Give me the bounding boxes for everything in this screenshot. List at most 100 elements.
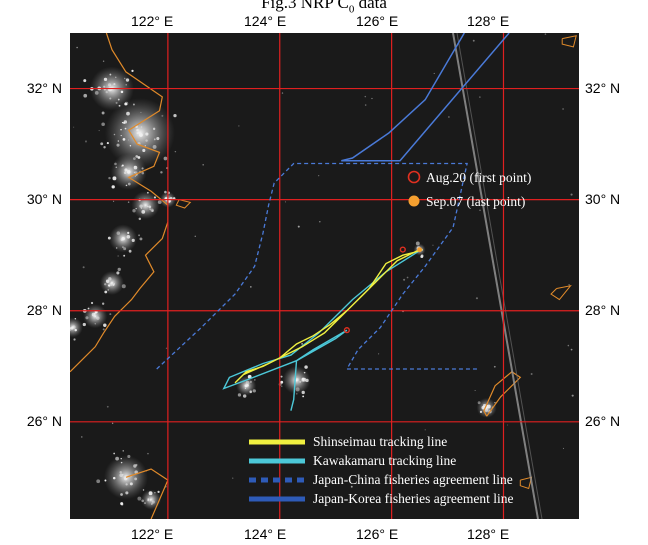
lon-label-bottom-122: 122° E xyxy=(131,526,174,542)
light-speck xyxy=(120,493,123,496)
light-speck xyxy=(127,201,130,203)
light-speck xyxy=(120,90,124,94)
light-speck xyxy=(486,404,491,409)
light-speck xyxy=(132,209,136,213)
light-speck xyxy=(301,390,305,395)
light-speck xyxy=(119,471,122,474)
light-speck xyxy=(147,499,150,502)
light-speck xyxy=(136,128,140,132)
sea-light-speck xyxy=(432,244,434,246)
japan-korea-agreement-line xyxy=(341,33,510,162)
light-speck xyxy=(142,148,146,153)
light-speck xyxy=(74,328,77,332)
light-speck xyxy=(252,389,256,393)
sea-light-speck xyxy=(479,96,481,98)
point-legend: Aug.20 (first point) Sep.07 (last point) xyxy=(407,170,531,209)
light-speck xyxy=(123,247,127,251)
sea-light-speck xyxy=(102,60,105,63)
light-speck xyxy=(295,387,300,392)
light-speck xyxy=(112,176,117,181)
light-speck xyxy=(94,90,99,95)
light-cluster-3 xyxy=(131,191,160,220)
light-speck xyxy=(112,476,116,480)
sea-light-speck xyxy=(202,164,204,166)
light-speck xyxy=(133,171,136,174)
sea-light-speck xyxy=(140,111,142,113)
sea-light-speck xyxy=(112,200,115,202)
light-speck xyxy=(126,170,131,174)
sea-light-speck xyxy=(364,95,367,98)
light-speck xyxy=(117,140,120,142)
island-outline-2 xyxy=(561,35,577,48)
sea-light-speck xyxy=(249,286,252,288)
light-speck xyxy=(164,190,167,194)
light-speck xyxy=(131,69,134,72)
first-point-marker-0 xyxy=(399,246,406,253)
light-speck xyxy=(103,146,106,149)
lon-label-top-124: 124° E xyxy=(244,13,287,29)
light-speck xyxy=(125,78,130,82)
light-speck xyxy=(129,145,132,147)
light-speck xyxy=(125,491,129,495)
light-speck xyxy=(140,126,143,128)
light-speck xyxy=(125,84,127,86)
sea-light-speck xyxy=(507,424,509,426)
light-speck xyxy=(105,279,110,283)
light-speck xyxy=(145,139,148,142)
light-speck xyxy=(125,184,128,187)
light-speck xyxy=(302,395,305,398)
lat-label-right-28: 28° N xyxy=(585,302,621,318)
lon-label-bottom-126: 126° E xyxy=(356,526,399,542)
sea-light-speck xyxy=(84,140,88,143)
light-speck xyxy=(124,168,128,172)
light-cluster-0 xyxy=(104,97,175,168)
light-speck xyxy=(117,267,121,272)
light-speck xyxy=(151,500,155,504)
lon-label-top-122: 122° E xyxy=(131,13,174,29)
night-light-map[interactable]: Aug.20 (first point) Sep.07 (last point)… xyxy=(70,33,579,519)
light-speck xyxy=(133,464,137,468)
light-speck xyxy=(116,271,120,275)
tracking-lines-layer xyxy=(222,248,423,411)
sea-light-speck xyxy=(571,394,574,397)
light-speck xyxy=(139,204,143,208)
sea-light-speck xyxy=(403,278,406,281)
fisheries-boundary-layer xyxy=(156,33,510,370)
light-speck xyxy=(237,393,242,397)
light-speck xyxy=(132,103,135,106)
sea-light-speck xyxy=(318,175,320,177)
light-speck xyxy=(123,254,126,257)
light-speck xyxy=(125,483,128,486)
light-speck xyxy=(149,499,152,501)
light-speck xyxy=(105,90,108,94)
legend-label-shinseimaru: Shinseimau tracking line xyxy=(313,434,447,449)
sea-light-speck xyxy=(232,477,234,479)
light-speck xyxy=(94,315,96,317)
light-speck xyxy=(120,128,122,131)
light-speck xyxy=(121,121,124,124)
light-speck xyxy=(115,76,117,79)
sea-light-speck xyxy=(530,373,533,375)
light-speck xyxy=(302,377,307,382)
first-point-legend-marker xyxy=(407,170,421,184)
light-cluster-7 xyxy=(70,317,83,338)
light-speck xyxy=(304,365,308,369)
light-speck xyxy=(172,197,176,200)
light-speck xyxy=(144,502,146,505)
sea-light-speck xyxy=(147,452,149,455)
lon-label-bottom-124: 124° E xyxy=(244,526,287,542)
light-speck xyxy=(96,316,100,320)
light-speck xyxy=(157,490,160,494)
light-speck xyxy=(70,326,73,330)
sea-light-speck xyxy=(568,284,570,286)
first-point-marker-1 xyxy=(343,327,350,334)
light-cluster-9 xyxy=(141,489,162,510)
light-speck xyxy=(94,323,96,325)
light-speck xyxy=(160,171,163,174)
light-speck xyxy=(249,380,252,383)
light-speck xyxy=(85,316,89,320)
light-speck xyxy=(123,171,127,174)
light-speck xyxy=(109,97,112,100)
light-speck xyxy=(249,391,252,393)
light-speck xyxy=(140,207,142,209)
